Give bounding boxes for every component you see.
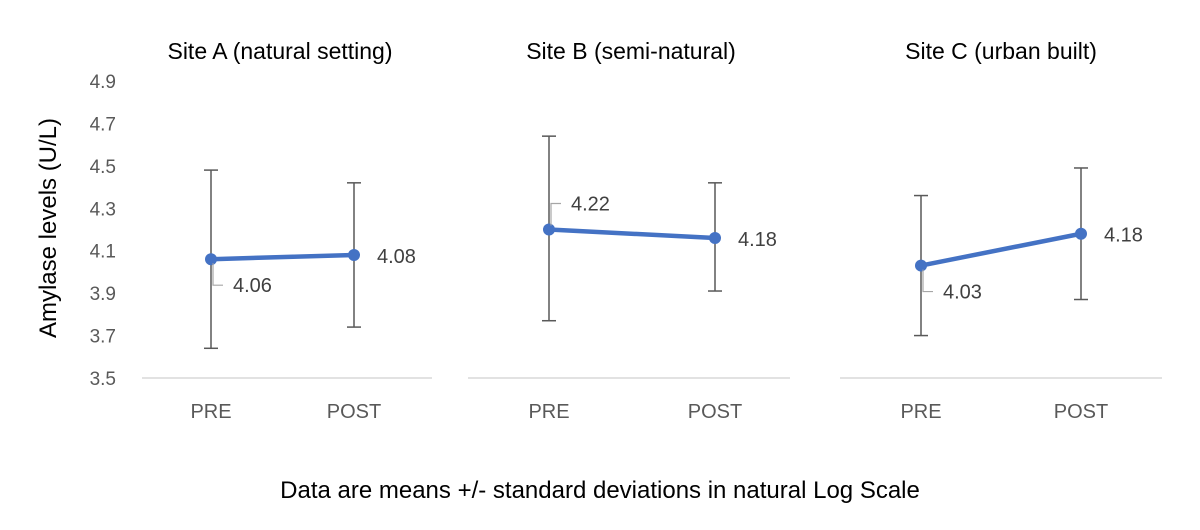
x-tick-label: POST [327, 401, 381, 423]
data-label: 4.18 [1104, 225, 1143, 247]
data-point [915, 259, 927, 272]
y-tick-label: 4.9 [90, 72, 116, 93]
series-line [208, 252, 357, 262]
y-tick-label: 3.7 [90, 327, 116, 348]
data-point [543, 223, 555, 236]
data-label: 4.18 [738, 229, 777, 251]
x-tick-label: PRE [528, 401, 569, 423]
panel-title: Site C (urban built) [905, 38, 1097, 64]
series-line [918, 231, 1084, 268]
x-tick-label: PRE [190, 401, 231, 423]
panel-title: Site B (semi-natural) [526, 38, 736, 64]
data-label: 4.03 [943, 282, 982, 304]
panel-title: Site A (natural setting) [167, 38, 392, 64]
y-tick-label: 3.9 [90, 284, 116, 305]
x-tick-label: POST [688, 401, 742, 423]
panel-c: Site C (urban built) PRE POST 4.03 4.18 [840, 38, 1162, 423]
data-point [205, 253, 217, 266]
data-point [709, 231, 721, 244]
x-tick-label: PRE [900, 401, 941, 423]
chart-caption: Data are means +/- standard deviations i… [280, 477, 920, 504]
y-tick-label: 4.1 [90, 242, 116, 263]
data-point [1075, 227, 1087, 240]
data-label-leader [212, 263, 223, 286]
data-point [348, 248, 360, 261]
panels: Site A (natural setting)PRE POST4.064.08S… [142, 38, 1162, 423]
y-tick-label: 4.7 [90, 114, 116, 135]
data-label: 4.08 [377, 246, 416, 268]
data-label: 4.22 [571, 194, 610, 216]
data-label: 4.06 [233, 275, 272, 297]
x-tick-label: POST [1054, 401, 1108, 423]
data-label-leader [922, 269, 933, 293]
panel-b: Site B (semi-natural) PRE POST 4.22 4.18 [468, 38, 790, 423]
y-axis: 3.5 3.7 3.9 4.1 4.3 4.5 4.7 4.9 [90, 72, 116, 390]
y-axis-title: Amylase levels (U/L) [35, 118, 62, 338]
y-tick-label: 4.5 [90, 157, 116, 178]
series-line [546, 227, 718, 241]
panel-a: Site A (natural setting) PRE POST 4.06 4.08 [142, 38, 432, 423]
y-tick-label: 4.3 [90, 199, 116, 220]
y-tick-label: 3.5 [90, 369, 116, 390]
data-label-leader [550, 202, 561, 226]
